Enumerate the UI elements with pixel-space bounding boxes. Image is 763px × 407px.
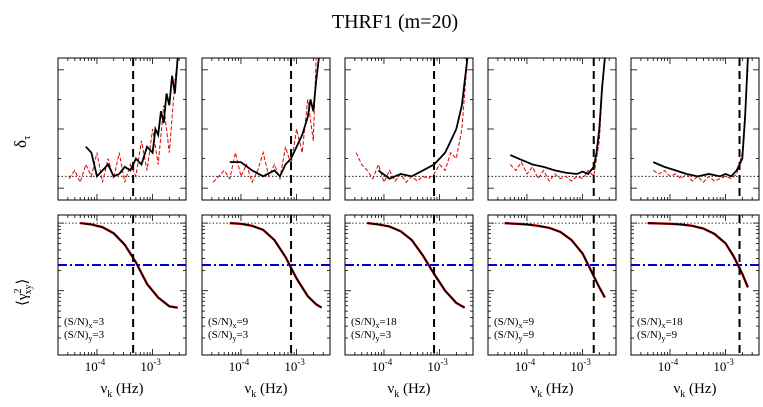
panel-1: 10-4 10-3 (S/N)x=3(S/N)y=3 νk (Hz) [57, 57, 187, 400]
sn-y-label: (S/N)y=9 [637, 329, 678, 343]
panel-3: 10-4 10-3 (S/N)x=18(S/N)y=3 νk (Hz) [344, 57, 474, 400]
bottom-series [647, 221, 749, 288]
delta-red-series [652, 69, 749, 183]
top-series [652, 58, 749, 183]
sn-y-label: (S/N)y=3 [208, 329, 249, 343]
top-series [212, 58, 320, 184]
bottom-axes-frame [344, 214, 474, 356]
x-tick-label: 10-3 [570, 357, 591, 374]
delta-black-series [652, 58, 749, 178]
x-axis-label: νk (Hz) [244, 381, 287, 400]
bottom-axes-frame [630, 214, 760, 356]
x-tick-label: 10-3 [427, 357, 448, 374]
x-tick-label: 10-4 [372, 357, 393, 374]
bottom-axes-frame [57, 214, 187, 356]
x-tick-label: 10-4 [515, 357, 536, 374]
x-axis-label: νk (Hz) [673, 381, 716, 400]
bottom-series [80, 221, 178, 309]
gamma-red-series [504, 221, 606, 299]
x-tick-label: 10-3 [713, 357, 734, 374]
bottom-axes-frame [201, 214, 331, 356]
sn-x-label: (S/N)x=18 [637, 316, 683, 330]
top-series [68, 58, 179, 184]
sn-x-label: (S/N)x=9 [494, 316, 535, 330]
delta-black-series [509, 58, 606, 176]
delta-black-series [229, 58, 320, 178]
top-series [355, 58, 469, 184]
chart-title: THRF1 (m=20) [332, 11, 458, 33]
top-y-axis-label: δτ [11, 135, 33, 148]
x-tick-label: 10-4 [85, 357, 106, 374]
panel-4: 10-4 10-3 (S/N)x=9(S/N)y=9 νk (Hz) [487, 57, 617, 400]
x-tick-label: 10-3 [140, 357, 161, 374]
bottom-series [229, 221, 323, 309]
sn-x-label: (S/N)x=9 [208, 316, 249, 330]
gamma-black-series [504, 222, 606, 298]
gamma-black-series [367, 222, 466, 309]
sn-y-label: (S/N)y=3 [64, 329, 105, 343]
delta-red-series [355, 58, 468, 184]
gamma-black-series [80, 222, 178, 309]
gamma-black-series [647, 222, 749, 288]
x-axis-label: νk (Hz) [530, 381, 573, 400]
delta-black-series [377, 58, 469, 180]
x-tick-label: 10-3 [284, 357, 305, 374]
x-tick-label: 10-4 [658, 357, 679, 374]
panel-5: 10-4 10-3 (S/N)x=18(S/N)y=9 νk (Hz) [630, 57, 760, 400]
x-tick-label: 10-4 [229, 357, 250, 374]
bottom-series [367, 221, 466, 309]
gamma-black-series [229, 222, 323, 309]
panel-2: 10-4 10-3 (S/N)x=9(S/N)y=3 νk (Hz) [201, 57, 331, 400]
delta-black-series [85, 58, 179, 179]
delta-red-series [68, 58, 179, 184]
top-axes-frame [344, 57, 474, 201]
bottom-axes-frame [487, 214, 617, 356]
top-axes-frame [201, 57, 331, 201]
sn-x-label: (S/N)x=18 [351, 316, 397, 330]
bottom-series [504, 221, 606, 299]
top-series [509, 58, 606, 182]
bottom-y-axis-label: ⟨γ2xy⟩ [13, 279, 34, 306]
delta-red-series [509, 58, 606, 182]
sn-y-label: (S/N)y=3 [351, 329, 392, 343]
sn-y-label: (S/N)y=9 [494, 329, 535, 343]
x-axis-label: νk (Hz) [100, 381, 143, 400]
x-axis-label: νk (Hz) [387, 381, 430, 400]
top-axes-frame [487, 57, 617, 201]
delta-red-series [212, 58, 317, 184]
sn-x-label: (S/N)x=3 [64, 316, 105, 330]
